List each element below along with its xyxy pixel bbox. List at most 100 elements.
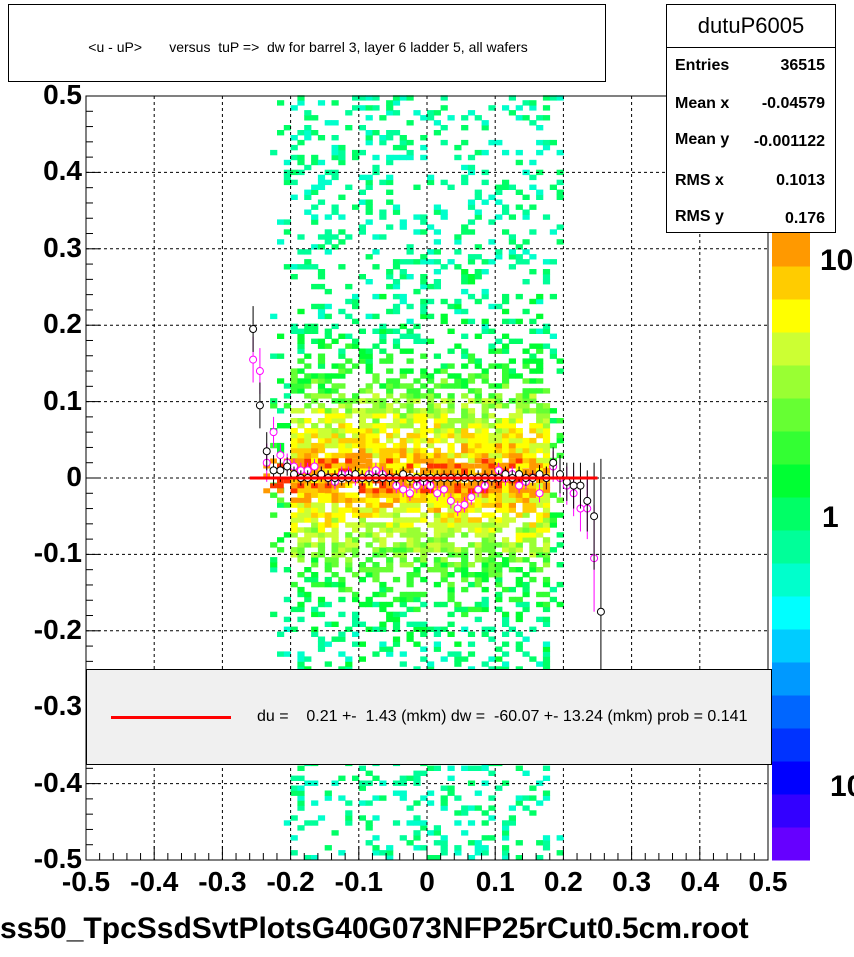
heat-cell xyxy=(474,527,482,533)
color-scale-cell xyxy=(772,299,810,333)
heat-cell xyxy=(331,532,339,538)
heat-cell xyxy=(372,452,380,459)
heat-cell xyxy=(317,283,326,290)
heat-cell xyxy=(413,626,421,632)
heat-cell xyxy=(277,537,285,543)
heat-cell xyxy=(399,403,407,409)
heat-cell xyxy=(515,204,523,210)
heat-cell xyxy=(372,403,380,409)
heat-cell xyxy=(467,353,476,359)
heat-cell xyxy=(542,279,551,285)
heat-cell xyxy=(290,378,298,384)
heat-cell xyxy=(392,264,401,270)
heat-cell xyxy=(481,850,489,856)
heat-cell xyxy=(331,562,339,568)
heat-cell xyxy=(317,135,326,141)
heat-cell xyxy=(488,393,496,399)
heat-cell xyxy=(297,497,305,503)
heat-cell xyxy=(297,591,305,598)
heat-cell xyxy=(392,100,401,106)
magenta-profile-point xyxy=(515,481,524,490)
heat-cell xyxy=(440,418,448,424)
heat-cell xyxy=(529,204,537,210)
heat-cell xyxy=(406,522,414,528)
heat-cell xyxy=(529,328,537,334)
heat-cell xyxy=(379,522,387,528)
heat-cell xyxy=(277,100,285,106)
heat-cell xyxy=(454,547,462,553)
heat-cell xyxy=(413,184,421,190)
heat-cell xyxy=(454,567,462,573)
heat-cell xyxy=(508,596,516,603)
heat-cell xyxy=(536,408,544,414)
heat-cell xyxy=(515,542,523,548)
heat-cell xyxy=(324,343,332,349)
heat-cell xyxy=(529,785,537,791)
heat-cell xyxy=(549,418,557,424)
heat-cell xyxy=(317,303,326,310)
heat-cell xyxy=(365,452,373,459)
heat-cell xyxy=(406,149,414,156)
heat-cell xyxy=(379,348,387,354)
heat-cell xyxy=(440,512,448,518)
heat-cell xyxy=(467,606,476,613)
heat-cell xyxy=(454,656,462,662)
heat-cell xyxy=(365,105,373,111)
heat-cell xyxy=(392,452,401,459)
heat-cell xyxy=(317,393,326,399)
heat-cell xyxy=(461,572,469,578)
heat-cell xyxy=(495,423,503,429)
heat-cell xyxy=(297,487,305,493)
heat-cell xyxy=(481,437,489,444)
heat-cell xyxy=(399,507,407,513)
heat-cell xyxy=(386,224,394,230)
heat-cell xyxy=(413,437,421,444)
heat-cell xyxy=(542,388,551,394)
heat-cell xyxy=(358,562,366,568)
heat-cell xyxy=(338,403,346,409)
heat-cell xyxy=(542,547,551,553)
heat-cell xyxy=(338,264,346,270)
heat-cell xyxy=(304,656,312,662)
heat-cell xyxy=(386,845,394,851)
heat-cell xyxy=(454,432,462,439)
heat-cell xyxy=(317,159,326,166)
heat-cell xyxy=(413,259,421,265)
heat-cell xyxy=(352,293,360,300)
heat-cell xyxy=(536,552,544,558)
heat-cell xyxy=(317,507,326,513)
heat-cell xyxy=(392,497,401,503)
heat-cell xyxy=(317,437,326,444)
heat-cell xyxy=(542,462,551,469)
heat-cell xyxy=(542,328,551,334)
heat-cell xyxy=(277,378,285,384)
heat-cell xyxy=(522,378,530,384)
heat-cell xyxy=(481,572,489,578)
heat-cell xyxy=(495,591,503,598)
heat-cell xyxy=(542,795,551,801)
heat-cell xyxy=(331,234,339,240)
heat-cell xyxy=(536,428,544,434)
heat-cell xyxy=(461,442,469,449)
heat-cell xyxy=(317,596,326,603)
heat-cell xyxy=(386,488,393,494)
heat-cell xyxy=(338,363,346,369)
heat-cell xyxy=(542,557,551,563)
heat-cell xyxy=(427,437,435,444)
heat-cell xyxy=(277,333,285,339)
heat-cell xyxy=(433,517,441,523)
heat-cell xyxy=(399,532,407,538)
heat-cell xyxy=(529,463,537,469)
heat-cell xyxy=(508,586,516,593)
profile-points xyxy=(249,306,605,765)
heat-cell xyxy=(338,353,346,359)
heat-cell xyxy=(440,795,448,801)
heat-cell xyxy=(413,815,421,821)
heat-cell xyxy=(331,398,339,404)
heat-cell xyxy=(297,586,305,593)
heat-cell xyxy=(502,492,510,498)
heat-cell xyxy=(515,115,523,121)
heat-cell xyxy=(365,527,373,533)
heat-cell xyxy=(324,517,332,523)
heat-cell xyxy=(433,452,441,459)
